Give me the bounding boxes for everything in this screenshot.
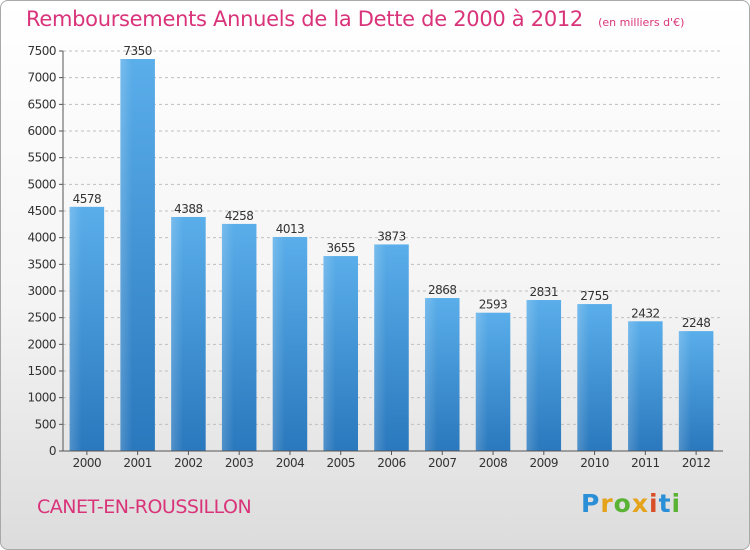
bar-highlight [526,300,539,451]
x-tick-label: 2003 [225,456,254,470]
logo-letter: P [581,489,601,518]
y-tick-label: 500 [35,417,56,431]
axes [59,50,723,455]
bar-highlight [577,304,590,451]
logo-letter: i [649,489,659,518]
data-label: 4388 [174,202,203,216]
data-label: 4258 [225,209,254,223]
y-tick-label: 6000 [27,124,56,138]
data-label: 2755 [580,289,609,303]
data-label: 4578 [73,192,102,206]
y-tick-label: 3000 [27,284,56,298]
y-tick-label: 2000 [27,337,56,351]
y-tick-label: 5500 [27,151,56,165]
y-tick-label: 7000 [27,71,56,85]
bar-highlight [475,312,488,451]
x-tick-label: 2004 [276,456,305,470]
bars [69,59,714,451]
bar-highlight [120,59,133,451]
bar-highlight [678,331,691,451]
data-label: 2593 [479,298,508,312]
y-tick-label: 5000 [27,177,56,191]
bar-highlight [628,321,641,451]
data-label: 3655 [326,241,355,255]
logo-letter: r [600,489,614,518]
y-tick-label: 1000 [27,391,56,405]
bar-highlight [323,256,336,451]
y-tick-label: 2500 [27,311,56,325]
x-tick-label: 2009 [530,456,559,470]
bar-highlight [69,206,82,451]
logo-letter: x [631,489,649,518]
labels: 0 500 1000 1500 2000 2500 3000 3500 4000 4500 5000… [27,44,710,470]
x-tick-label: 2006 [377,456,406,470]
logo-letter: i [671,489,682,518]
x-tick-label: 2002 [174,456,203,470]
data-label: 3873 [377,229,406,243]
data-label: 2432 [631,306,660,320]
y-tick-label: 0 [49,444,56,458]
bar-highlight [425,298,438,451]
x-tick-label: 2011 [631,456,660,470]
x-tick-label: 2000 [73,456,102,470]
x-tick-label: 2010 [580,456,609,470]
data-label: 2248 [682,316,711,330]
data-label: 7350 [123,44,152,58]
x-tick-label: 2007 [428,456,457,470]
bar-highlight [221,223,235,451]
title-row: Remboursements Annuels de la Dette de 20… [26,7,684,31]
x-tick-label: 2001 [123,456,152,470]
bar-highlight [171,216,184,451]
data-label: 2831 [530,285,559,299]
y-tick-label: 1500 [27,364,56,378]
chart-subtitle: (en milliers d'€) [598,16,685,29]
data-label: 4013 [276,222,305,236]
y-tick-label: 4500 [27,204,56,218]
y-tick-label: 3500 [27,257,56,271]
logo-letter: t [658,489,672,518]
bar-highlight [374,244,387,451]
logo-letter: o [613,489,632,518]
x-tick-label: 2012 [682,456,711,470]
chart-title: Remboursements Annuels de la Dette de 20… [26,7,583,31]
y-tick-label: 7500 [27,44,56,58]
place-name: CANET-EN-ROUSSILLON [37,496,252,518]
x-tick-label: 2008 [479,456,508,470]
y-tick-label: 4000 [27,231,56,245]
x-tick-label: 2005 [326,456,355,470]
bar-highlight [272,236,285,451]
data-label: 2868 [428,283,457,297]
y-tick-label: 6500 [27,97,56,111]
proxiti-logo: Proxiti [581,489,681,518]
